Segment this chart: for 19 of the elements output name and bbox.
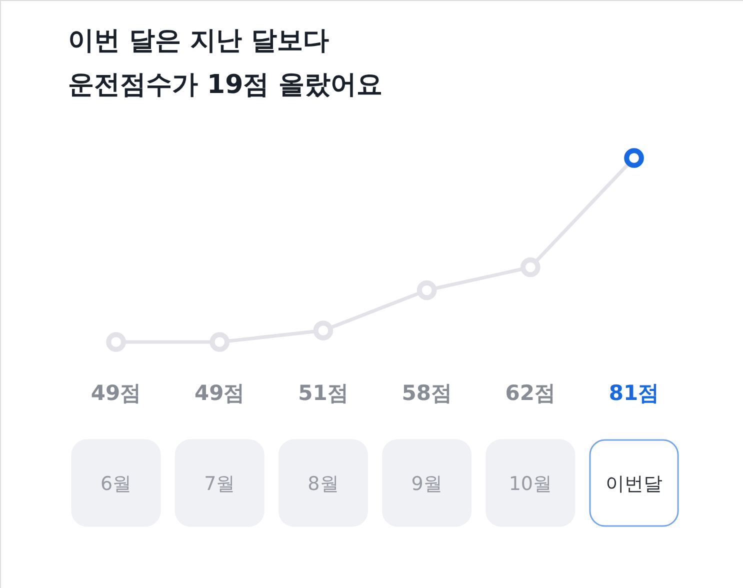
point xyxy=(520,257,540,278)
data-label: 62점 xyxy=(505,381,556,405)
x-tick-label: 9월 xyxy=(411,473,442,495)
data-label: 51점 xyxy=(298,381,348,405)
point xyxy=(210,332,230,352)
data-label: 49점 xyxy=(90,381,142,405)
x-tick-label: 10월 xyxy=(508,473,552,495)
data-label: 58점 xyxy=(402,381,452,405)
data-label: 49점 xyxy=(194,381,245,405)
data-label: 81점 xyxy=(608,381,660,405)
x-tick-label: 6월 xyxy=(100,473,132,495)
point xyxy=(106,332,126,352)
x-tick-label: 이번달 xyxy=(606,473,663,495)
x-tick-label: 8월 xyxy=(308,473,339,495)
point xyxy=(416,280,437,300)
x-tick-label: 7월 xyxy=(204,473,236,495)
point xyxy=(624,148,644,168)
chart-title: 이번 달은 지난 달보다 운전점수가 19점 올랐어요 xyxy=(68,26,382,100)
point xyxy=(313,320,334,340)
